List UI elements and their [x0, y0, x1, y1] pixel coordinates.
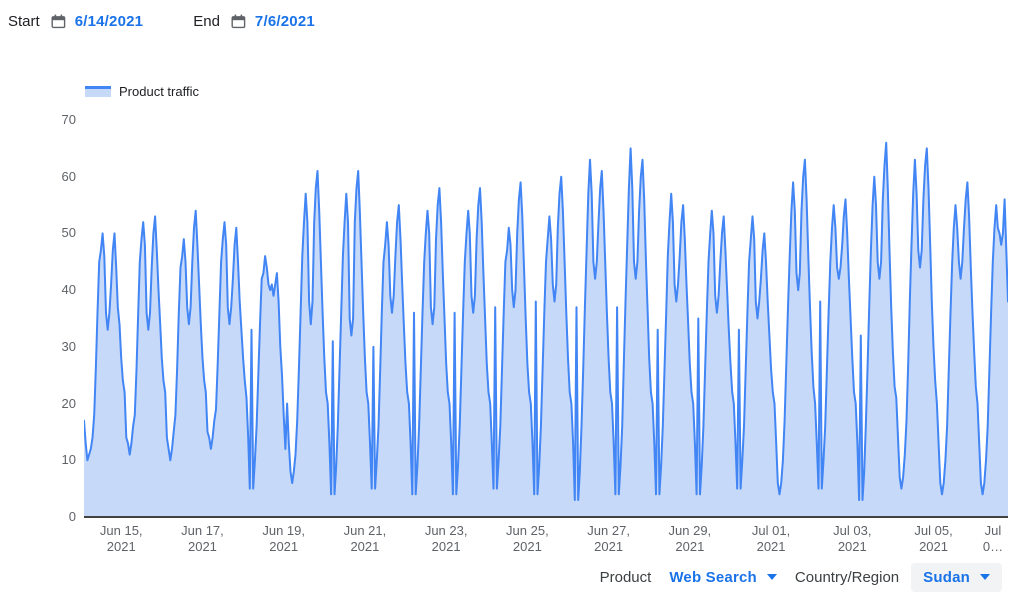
x-axis-tick-label: Jun 17, 2021 [181, 523, 224, 554]
end-label: End [193, 12, 220, 30]
product-dropdown[interactable]: Web Search [669, 569, 777, 586]
y-axis-tick-label: 60 [61, 168, 76, 184]
x-axis-tick-label: Jul 05, 2021 [914, 523, 953, 554]
x-axis-line [84, 516, 1008, 518]
x-axis-tick-label: Jun 25, 2021 [506, 523, 549, 554]
region-dropdown-value[interactable]: Sudan [923, 568, 970, 586]
chart-legend: Product traffic [85, 84, 199, 99]
calendar-icon[interactable] [51, 14, 66, 29]
product-dropdown-value[interactable]: Web Search [669, 568, 757, 586]
y-axis-tick-label: 0 [68, 509, 76, 524]
start-date-button[interactable]: 6/14/2021 [74, 12, 144, 30]
x-axis-tick-label: Jun 21, 2021 [343, 523, 387, 554]
x-axis-tick-label: Jul 03, 2021 [833, 523, 872, 554]
area-chart[interactable] [83, 120, 1009, 517]
chevron-down-icon [766, 574, 777, 580]
calendar-icon[interactable] [231, 14, 246, 29]
x-axis-tick-label: Jun 27, 2021 [587, 523, 630, 554]
end-date-button[interactable]: 7/6/2021 [254, 12, 315, 30]
x-axis-tick-label: Jul 01, 2021 [751, 523, 791, 554]
region-dropdown[interactable]: Sudan [911, 562, 1002, 592]
legend-swatch-icon [85, 86, 111, 97]
y-axis-tick-label: 70 [61, 112, 76, 127]
y-axis-tick-label: 30 [61, 338, 76, 354]
x-axis-tick-label: Jun 23, 2021 [424, 523, 468, 554]
y-axis-tick-label: 40 [61, 282, 76, 298]
x-axis-tick-label: Jun 15, 2021 [99, 523, 143, 554]
chevron-down-icon [980, 574, 990, 580]
x-axis-tick-label: Jun 29, 2021 [668, 523, 712, 554]
filter-bar: Product Web Search Country/Region Sudan [600, 561, 1002, 593]
date-range-bar: Start 6/14/2021 End 7/6/2021 [8, 9, 315, 33]
y-axis-tick-label: 10 [61, 452, 76, 468]
chart-plot-area[interactable] [83, 120, 1009, 517]
y-axis-tick-label: 50 [61, 225, 76, 241]
x-axis-tick-label: Jul 0… [982, 523, 1004, 554]
series-line [83, 141, 1009, 501]
series-fill [84, 142, 1008, 517]
start-label: Start [8, 12, 40, 30]
legend-label: Product traffic [119, 84, 199, 99]
x-axis-tick-label: Jun 19, 2021 [262, 523, 306, 554]
product-label: Product [599, 568, 652, 586]
y-axis-tick-label: 20 [61, 395, 76, 411]
region-label: Country/Region [794, 568, 900, 586]
